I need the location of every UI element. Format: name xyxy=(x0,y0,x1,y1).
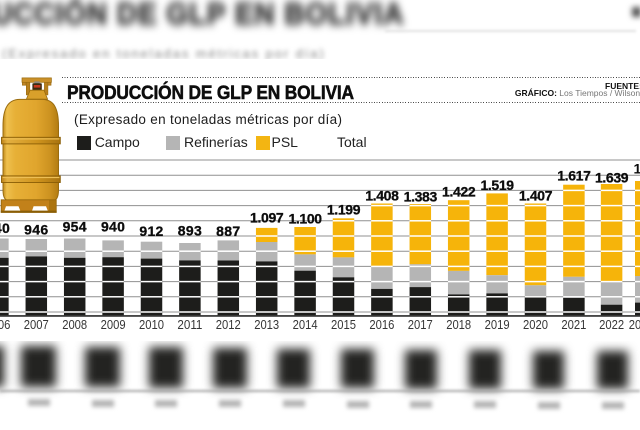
svg-text:1.199: 1.199 xyxy=(327,202,361,218)
svg-text:1.519: 1.519 xyxy=(480,177,514,193)
svg-text:2017: 2017 xyxy=(408,318,433,332)
svg-text:2015: 2015 xyxy=(331,318,356,332)
svg-text:1.639: 1.639 xyxy=(595,170,629,186)
svg-text:1.408: 1.408 xyxy=(365,188,399,204)
svg-text:2010: 2010 xyxy=(139,318,164,332)
svg-text:2012: 2012 xyxy=(216,318,241,332)
svg-text:2007: 2007 xyxy=(24,318,49,332)
svg-text:1.6: 1.6 xyxy=(634,161,640,177)
svg-text:2016: 2016 xyxy=(369,318,394,332)
svg-text:2013: 2013 xyxy=(254,318,279,332)
svg-text:2009: 2009 xyxy=(101,318,126,332)
svg-text:2019: 2019 xyxy=(485,318,510,332)
svg-text:2021: 2021 xyxy=(561,318,586,332)
svg-text:1.617: 1.617 xyxy=(557,168,591,184)
svg-text:2014: 2014 xyxy=(293,318,318,332)
svg-text:946: 946 xyxy=(24,222,48,238)
svg-text:2022: 2022 xyxy=(599,318,624,332)
svg-text:1.100: 1.100 xyxy=(288,211,322,227)
svg-text:2020: 2020 xyxy=(523,318,548,332)
svg-text:940: 940 xyxy=(101,219,125,235)
svg-text:912: 912 xyxy=(139,223,163,239)
svg-text:887: 887 xyxy=(216,223,240,239)
svg-text:1.097: 1.097 xyxy=(250,210,284,226)
svg-text:2018: 2018 xyxy=(446,318,471,332)
svg-text:2006: 2006 xyxy=(0,318,10,332)
svg-text:2008: 2008 xyxy=(62,318,87,332)
svg-text:2023: 2023 xyxy=(629,318,640,332)
svg-text:2011: 2011 xyxy=(177,318,202,332)
svg-text:940: 940 xyxy=(0,220,10,236)
svg-text:1.383: 1.383 xyxy=(404,189,438,205)
svg-text:954: 954 xyxy=(63,219,87,235)
svg-text:893: 893 xyxy=(178,223,202,239)
svg-text:1.422: 1.422 xyxy=(442,184,476,200)
svg-text:1.407: 1.407 xyxy=(519,188,553,204)
